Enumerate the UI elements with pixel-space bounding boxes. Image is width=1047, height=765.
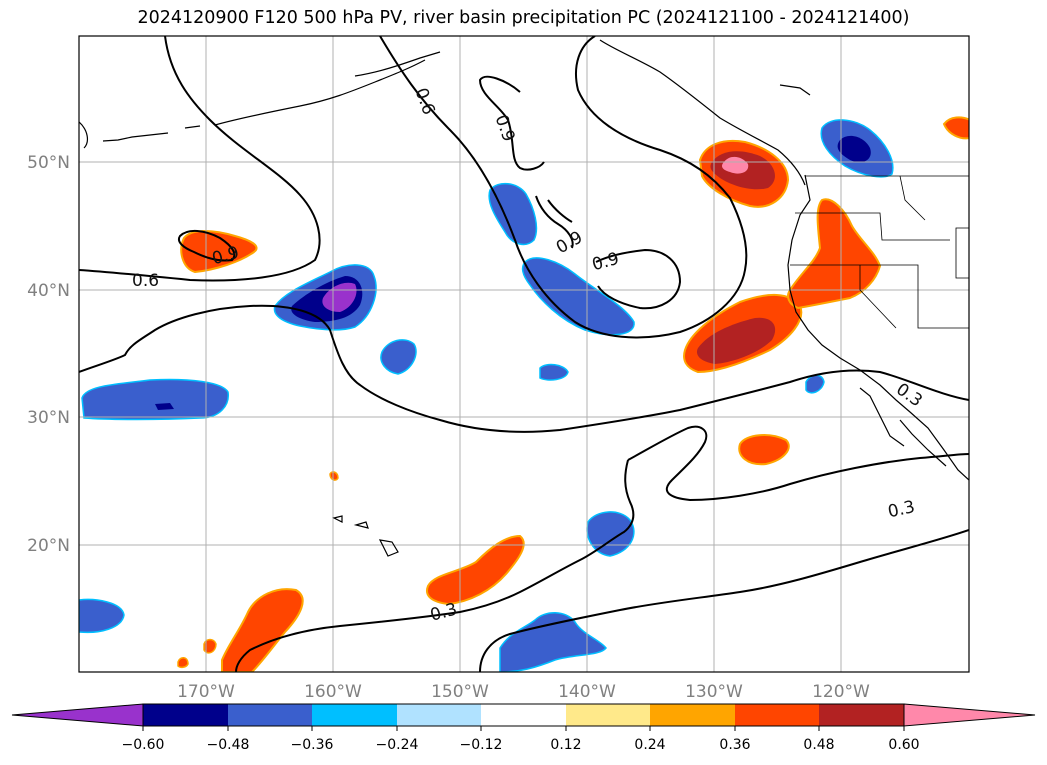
colorbar-segment xyxy=(819,704,904,726)
lon-label: 130°W xyxy=(685,682,743,702)
longitude-labels: 170°W 160°W 150°W 140°W 130°W 120°W xyxy=(177,682,870,702)
precip-positive-region xyxy=(738,434,790,466)
precip-negative-region xyxy=(586,511,635,557)
precip-positive-region xyxy=(329,471,339,481)
latitude-labels: 50°N 40°N 30°N 20°N xyxy=(27,153,70,556)
lon-label: 160°W xyxy=(304,682,362,702)
precip-negative-region xyxy=(539,363,569,381)
precip-negative-regions xyxy=(79,119,894,672)
map-frame xyxy=(78,35,970,673)
lon-label: 140°W xyxy=(558,682,616,702)
colorbar: −0.60 −0.48 −0.36 −0.24 −0.12 0.12 0.24 … xyxy=(11,703,1036,753)
colorbar-segment xyxy=(11,703,144,727)
precip-negative-region xyxy=(805,374,825,394)
contour-label: 0.9 xyxy=(553,227,586,258)
colorbar-tick-label: 0.12 xyxy=(550,737,581,753)
contour-label: 0.3 xyxy=(886,497,917,522)
colorbar-tick-label: 0.48 xyxy=(803,737,834,753)
colorbar-tick-label: 0.36 xyxy=(719,737,750,753)
colorbar-frame xyxy=(142,703,905,727)
lon-label: 170°W xyxy=(177,682,235,702)
precip-negative-region xyxy=(79,598,125,634)
lon-label: 150°W xyxy=(431,682,489,702)
precip-positive-region xyxy=(942,116,969,140)
contour-label: 0.3 xyxy=(428,599,459,625)
lat-label: 50°N xyxy=(27,153,70,173)
map-title: 2024120900 F120 500 hPa PV, river basin … xyxy=(137,8,910,28)
lon-label: 120°W xyxy=(812,682,870,702)
colorbar-segment xyxy=(566,704,650,726)
precip-negative-region xyxy=(521,257,635,336)
precip-negative-region xyxy=(380,339,417,375)
political-borders xyxy=(790,175,969,329)
colorbar-ticks xyxy=(142,726,905,731)
colorbar-segment xyxy=(312,704,397,726)
colorbar-tick-label: 0.60 xyxy=(888,737,919,753)
precip-negative-region xyxy=(499,612,607,672)
coastlines xyxy=(79,39,969,557)
precip-positive-region xyxy=(221,588,304,672)
colorbar-segment xyxy=(228,704,312,726)
lat-label: 20°N xyxy=(27,536,70,556)
colorbar-segment xyxy=(650,704,735,726)
precip-positive-region xyxy=(787,198,882,310)
precip-positive-region xyxy=(203,638,217,654)
colorbar-segment xyxy=(143,704,228,726)
precip-positive-region xyxy=(696,317,776,364)
precip-positive-region xyxy=(722,156,749,174)
map-gridlines xyxy=(79,36,969,672)
colorbar-tick-label: −0.24 xyxy=(376,737,419,753)
precip-positive-regions xyxy=(177,116,969,672)
precip-positive-region xyxy=(177,657,189,669)
contour-label: 0.3 xyxy=(892,379,926,411)
contour-label: 0.9 xyxy=(590,249,621,275)
precip-negative-region xyxy=(155,403,174,410)
colorbar-tick-label: −0.60 xyxy=(122,737,165,753)
colorbar-tick-label: 0.24 xyxy=(634,737,665,753)
colorbar-segment xyxy=(397,704,481,726)
contour-label: 0.9 xyxy=(491,112,519,144)
colorbar-tick-label: −0.48 xyxy=(207,737,250,753)
lat-label: 40°N xyxy=(27,281,70,301)
colorbar-segment xyxy=(903,703,1036,727)
colorbar-tick-label: −0.12 xyxy=(460,737,503,753)
lat-label: 30°N xyxy=(27,408,70,428)
precip-positive-region xyxy=(426,534,525,606)
precip-positive-region xyxy=(180,230,258,274)
precip-negative-region xyxy=(81,378,229,421)
contour-label: 0.6 xyxy=(132,271,159,291)
colorbar-tick-label: −0.36 xyxy=(291,737,334,753)
precip-negative-region xyxy=(488,182,538,246)
colorbar-segment xyxy=(735,704,819,726)
pv-contours xyxy=(79,36,969,672)
colorbar-segment xyxy=(481,704,566,726)
precip-negative-region xyxy=(837,135,871,163)
